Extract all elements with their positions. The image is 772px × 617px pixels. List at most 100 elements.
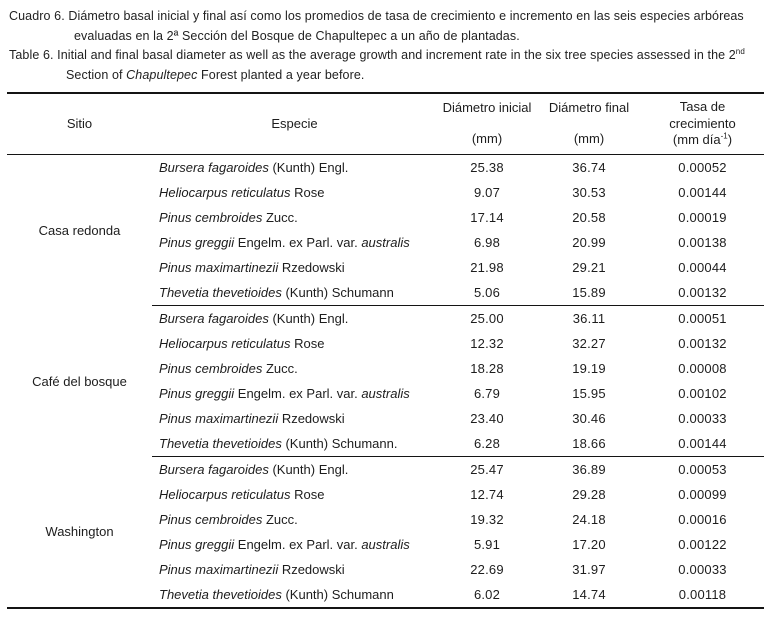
species-name: Heliocarpus reticulatus bbox=[159, 487, 291, 502]
site-label: Washington bbox=[45, 524, 114, 540]
species-cell: Pinus maximartinezii Rzedowski bbox=[152, 557, 437, 582]
growth-rate-value: 0.00052 bbox=[678, 160, 727, 175]
species-author: (Kunth) Schumann bbox=[281, 587, 394, 602]
species-author: Rzedowski bbox=[278, 562, 345, 577]
table-row: Pinus greggii Engelm. ex Parl. var. aust… bbox=[7, 381, 764, 406]
species-variety: australis bbox=[361, 537, 410, 552]
diam-initial-value: 25.38 bbox=[470, 160, 504, 175]
species-cell: Bursera fagaroides (Kunth) Engl. bbox=[152, 155, 437, 181]
caption-english-ordinal-superscript: nd bbox=[735, 46, 745, 56]
species-author: Engelm. ex Parl. var. bbox=[234, 537, 362, 552]
species-cell: Pinus greggii Engelm. ex Parl. var. aust… bbox=[152, 532, 437, 557]
species-name: Thevetia thevetioides bbox=[159, 436, 282, 451]
diam-final-value: 14.74 bbox=[572, 587, 606, 602]
species-cell: Bursera fagaroides (Kunth) Engl. bbox=[152, 306, 437, 332]
species-variety: australis bbox=[361, 386, 410, 401]
species-author: (Kunth) Schumann bbox=[281, 285, 394, 300]
growth-rate-value: 0.00019 bbox=[678, 210, 727, 225]
species-name: Pinus maximartinezii bbox=[159, 260, 279, 275]
diam-final-value: 30.53 bbox=[572, 185, 606, 200]
caption-english-line2-tail: Forest planted a year before. bbox=[197, 67, 365, 82]
caption-english-line2-text: Section of bbox=[66, 67, 127, 82]
caption-spanish-line2: evaluadas en la 2ª Sección del Bosque de… bbox=[74, 28, 520, 43]
diam-final-value: 17.20 bbox=[572, 537, 606, 552]
species-author: (Kunth) Engl. bbox=[268, 462, 349, 477]
species-author: Rose bbox=[290, 185, 325, 200]
species-variety: australis bbox=[361, 235, 410, 250]
growth-rate-value: 0.00033 bbox=[678, 411, 727, 426]
diam-initial-value: 9.07 bbox=[473, 185, 501, 200]
growth-rate-value: 0.00138 bbox=[678, 235, 727, 250]
species-name: Pinus cembroides bbox=[159, 512, 263, 527]
caption-spanish-line1: Cuadro 6. Diámetro basal inicial y final… bbox=[9, 9, 744, 23]
site-label: Café del bosque bbox=[32, 373, 127, 389]
diam-initial-value: 5.06 bbox=[437, 280, 537, 306]
diam-initial-value: 19.32 bbox=[470, 512, 504, 527]
diam-initial-value: 25.00 bbox=[470, 311, 504, 326]
species-author: Rzedowski bbox=[278, 260, 345, 275]
species-name: Heliocarpus reticulatus bbox=[159, 336, 291, 351]
species-name: Bursera fagaroides bbox=[159, 462, 269, 477]
species-author: Zucc. bbox=[262, 210, 298, 225]
growth-rate-value: 0.00144 bbox=[678, 185, 727, 200]
species-author: Engelm. ex Parl. var. bbox=[234, 235, 362, 250]
header-diam-initial: Diámetro inicial (mm) bbox=[437, 93, 537, 155]
species-name: Pinus greggii bbox=[159, 235, 235, 250]
species-name: Pinus cembroides bbox=[159, 361, 263, 376]
diam-final-value: 20.58 bbox=[572, 210, 606, 225]
table-row: Pinus maximartinezii Rzedowski 22.69 31.… bbox=[7, 557, 764, 582]
table-row: Pinus greggii Engelm. ex Parl. var. aust… bbox=[7, 230, 764, 255]
header-growth-rate-unit: (mm día-1) bbox=[641, 132, 764, 147]
diameter-table: Sitio Especie Diámetro inicial (mm) Diám… bbox=[7, 92, 764, 609]
species-author: Engelm. ex Parl. var. bbox=[234, 386, 362, 401]
header-growth-rate: Tasa de crecimiento (mm día-1) bbox=[641, 93, 764, 155]
diam-final-value: 20.99 bbox=[572, 235, 606, 250]
species-author: (Kunth) Engl. bbox=[268, 311, 349, 326]
species-name: Pinus maximartinezii bbox=[159, 411, 279, 426]
caption-english: Table 6. Initial and final basal diamete… bbox=[6, 46, 764, 85]
diam-initial-value: 5.91 bbox=[473, 537, 501, 552]
site-group: Casa redonda Bursera fagaroides (Kunth) E… bbox=[7, 155, 764, 306]
header-growth-rate-label2: crecimiento bbox=[669, 115, 736, 131]
header-diam-initial-unit: (mm) bbox=[471, 131, 503, 146]
table-row: Thevetia thevetioides (Kunth) Schumann. … bbox=[7, 431, 764, 457]
caption-english-line1-text: Table 6. Initial and final basal diamete… bbox=[9, 48, 736, 62]
species-name: Pinus greggii bbox=[159, 386, 235, 401]
caption-english-line1: Table 6. Initial and final basal diamete… bbox=[9, 46, 745, 62]
growth-rate-value: 0.00044 bbox=[678, 260, 727, 275]
diam-initial-value: 21.98 bbox=[470, 260, 504, 275]
header-diam-initial-label: Diámetro inicial bbox=[442, 100, 532, 115]
header-diam-final-label: Diámetro final bbox=[548, 100, 630, 115]
caption-spanish: Cuadro 6. Diámetro basal inicial y final… bbox=[6, 7, 764, 46]
header-growth-rate-unit-pre: (mm día bbox=[672, 132, 721, 147]
caption-english-forest-name: Chapultepec bbox=[126, 67, 198, 82]
growth-rate-value: 0.00016 bbox=[678, 512, 727, 527]
diam-final-value: 18.66 bbox=[537, 431, 641, 457]
species-cell: Pinus greggii Engelm. ex Parl. var. aust… bbox=[152, 230, 437, 255]
diam-initial-value: 6.79 bbox=[473, 386, 501, 401]
diam-final-value: 29.21 bbox=[572, 260, 606, 275]
species-name: Pinus greggii bbox=[159, 537, 235, 552]
growth-rate-value: 0.00099 bbox=[678, 487, 727, 502]
header-site: Sitio bbox=[7, 93, 152, 155]
table-row: Café del bosque Bursera fagaroides (Kunth… bbox=[7, 306, 764, 389]
site-group: Café del bosque Bursera fagaroides (Kunth… bbox=[7, 306, 764, 457]
header-diam-final-unit: (mm) bbox=[573, 131, 605, 146]
diam-final-value: 15.89 bbox=[537, 280, 641, 306]
table-header: Sitio Especie Diámetro inicial (mm) Diám… bbox=[7, 93, 764, 155]
species-author: Rose bbox=[290, 336, 325, 351]
diam-final-value: 31.97 bbox=[572, 562, 606, 577]
species-cell: Pinus cembroides Zucc. bbox=[152, 356, 437, 381]
growth-rate-value: 0.00132 bbox=[678, 336, 727, 351]
diam-initial-value: 12.32 bbox=[470, 336, 504, 351]
species-name: Thevetia thevetioides bbox=[159, 587, 282, 602]
diam-final-value: 32.27 bbox=[572, 336, 606, 351]
species-author: Zucc. bbox=[262, 512, 298, 527]
table-row: Pinus cembroides Zucc. 17.14 20.58 0.000… bbox=[7, 205, 764, 230]
species-cell: Thevetia thevetioides (Kunth) Schumann bbox=[152, 582, 437, 608]
species-name: Bursera fagaroides bbox=[159, 160, 269, 175]
table-row: Pinus cembroides Zucc. 19.32 24.18 0.000… bbox=[7, 507, 764, 532]
table-row: Pinus maximartinezii Rzedowski 21.98 29.… bbox=[7, 255, 764, 280]
table-row: Thevetia thevetioides (Kunth) Schumann 6… bbox=[7, 582, 764, 608]
header-row: Sitio Especie Diámetro inicial (mm) Diám… bbox=[7, 93, 764, 155]
